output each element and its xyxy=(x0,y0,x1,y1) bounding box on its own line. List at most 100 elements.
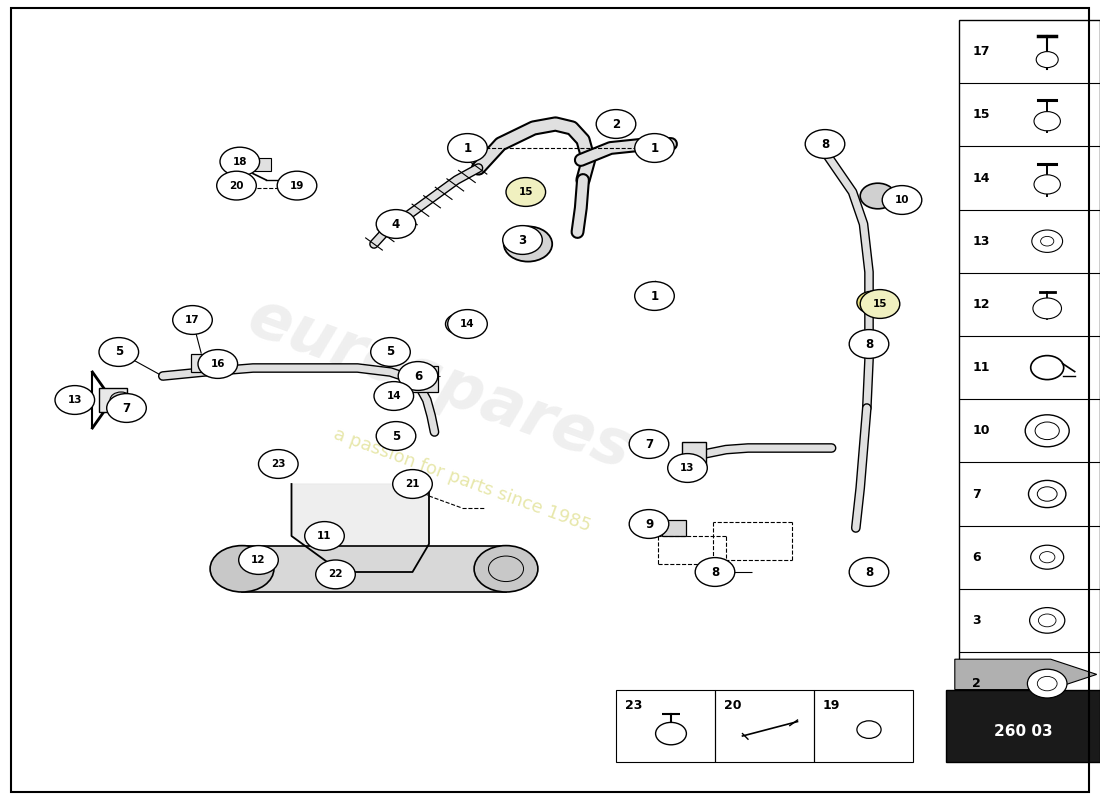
Circle shape xyxy=(1033,298,1062,318)
Text: 2: 2 xyxy=(612,118,620,130)
Text: 15: 15 xyxy=(518,187,534,197)
Bar xyxy=(191,354,224,372)
Circle shape xyxy=(107,394,146,422)
Circle shape xyxy=(656,722,686,745)
Text: 8: 8 xyxy=(821,138,829,150)
Bar xyxy=(410,366,438,392)
Text: 19: 19 xyxy=(289,181,305,190)
Circle shape xyxy=(55,386,95,414)
Text: 5: 5 xyxy=(386,346,395,358)
Text: 19: 19 xyxy=(823,699,840,712)
Text: 22: 22 xyxy=(328,570,343,579)
Circle shape xyxy=(1035,422,1059,440)
Bar xyxy=(662,520,686,536)
Circle shape xyxy=(504,226,552,262)
Text: 7: 7 xyxy=(122,402,131,414)
Text: 7: 7 xyxy=(972,487,981,501)
Circle shape xyxy=(239,546,278,574)
Text: 1: 1 xyxy=(650,290,659,302)
Text: 15: 15 xyxy=(872,299,888,309)
Text: 1: 1 xyxy=(650,142,659,154)
Polygon shape xyxy=(955,659,1097,690)
Circle shape xyxy=(173,306,212,334)
Circle shape xyxy=(376,422,416,450)
Circle shape xyxy=(305,522,344,550)
Circle shape xyxy=(695,558,735,586)
Circle shape xyxy=(1028,480,1066,508)
Circle shape xyxy=(635,134,674,162)
Circle shape xyxy=(805,130,845,158)
Circle shape xyxy=(1038,614,1056,627)
Bar xyxy=(814,690,913,762)
Circle shape xyxy=(258,450,298,478)
Circle shape xyxy=(376,210,416,238)
Circle shape xyxy=(393,470,432,498)
Text: 12: 12 xyxy=(251,555,266,565)
Text: 3: 3 xyxy=(972,614,981,627)
Circle shape xyxy=(635,282,674,310)
Circle shape xyxy=(446,314,474,334)
Circle shape xyxy=(1037,677,1057,691)
Circle shape xyxy=(629,430,669,458)
Text: 11: 11 xyxy=(317,531,332,541)
Bar xyxy=(249,158,271,171)
Circle shape xyxy=(596,110,636,138)
Text: 5: 5 xyxy=(114,346,123,358)
Text: 23: 23 xyxy=(625,699,642,712)
Text: 8: 8 xyxy=(711,566,719,578)
Text: 9: 9 xyxy=(645,518,653,530)
Circle shape xyxy=(382,383,410,404)
Circle shape xyxy=(1030,608,1065,634)
Circle shape xyxy=(220,147,260,176)
Circle shape xyxy=(882,186,922,214)
Circle shape xyxy=(448,310,487,338)
Text: 18: 18 xyxy=(232,157,248,166)
Bar xyxy=(242,546,506,592)
Circle shape xyxy=(110,392,132,408)
Text: 6: 6 xyxy=(414,370,422,382)
Circle shape xyxy=(629,510,669,538)
Circle shape xyxy=(1040,552,1055,563)
Bar xyxy=(682,442,706,466)
Circle shape xyxy=(371,338,410,366)
Circle shape xyxy=(217,171,256,200)
Circle shape xyxy=(398,362,438,390)
Text: 13: 13 xyxy=(680,463,695,473)
Text: 14: 14 xyxy=(460,319,475,329)
Bar xyxy=(616,690,715,762)
Bar xyxy=(946,690,1100,762)
Circle shape xyxy=(1027,669,1067,698)
Text: 7: 7 xyxy=(645,438,653,450)
Bar xyxy=(99,388,127,412)
Text: 21: 21 xyxy=(405,479,420,489)
Text: 17: 17 xyxy=(185,315,200,325)
Circle shape xyxy=(1025,414,1069,446)
Text: 10: 10 xyxy=(894,195,910,205)
Circle shape xyxy=(1031,355,1064,380)
Circle shape xyxy=(1034,111,1060,130)
Circle shape xyxy=(374,382,414,410)
Text: 1: 1 xyxy=(463,142,472,154)
Circle shape xyxy=(668,454,707,482)
Polygon shape xyxy=(292,484,429,572)
Text: eurospares: eurospares xyxy=(240,286,640,482)
Text: 14: 14 xyxy=(972,171,990,185)
Text: 15: 15 xyxy=(972,108,990,122)
Text: 2: 2 xyxy=(972,677,981,690)
Circle shape xyxy=(277,171,317,200)
Circle shape xyxy=(857,721,881,738)
Bar xyxy=(715,690,814,762)
Text: 13: 13 xyxy=(67,395,82,405)
Text: 4: 4 xyxy=(392,218,400,230)
Circle shape xyxy=(1041,237,1054,246)
Circle shape xyxy=(1037,486,1057,501)
Circle shape xyxy=(1032,230,1063,253)
Circle shape xyxy=(506,178,546,206)
Text: 12: 12 xyxy=(972,298,990,311)
Circle shape xyxy=(198,350,238,378)
Circle shape xyxy=(210,546,274,592)
Text: 3: 3 xyxy=(518,234,527,246)
Text: 11: 11 xyxy=(972,361,990,374)
Circle shape xyxy=(857,291,888,314)
Text: 17: 17 xyxy=(972,45,990,58)
